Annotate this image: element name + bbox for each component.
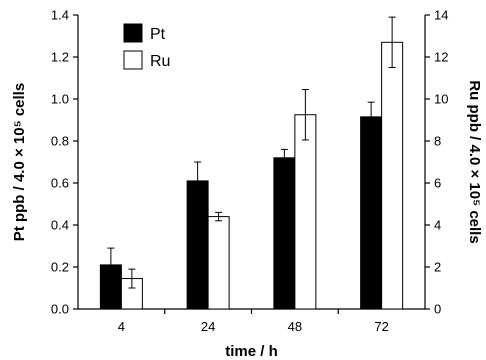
x-tick-label: 48 [288,319,302,334]
legend-label-ru: Ru [150,53,170,70]
left-tick-label: 0.0 [51,302,69,317]
right-axis-ticks: 0 2 4 6 8 10 12 14 [425,8,448,317]
bar-pt [360,116,383,310]
legend-swatch-pt [123,23,143,43]
left-tick-label: 0.6 [51,176,69,191]
bars-group [99,16,404,310]
x-tick-label: 4 [118,319,125,334]
left-tick-label: 1.0 [51,92,69,107]
left-tick-label: 0.8 [51,134,69,149]
right-tick-label: 6 [434,176,441,191]
x-axis-ticks: 4 24 48 72 [118,309,389,334]
right-tick-label: 10 [434,92,448,107]
legend-label-pt: Pt [150,26,166,43]
x-tick-label: 24 [201,319,215,334]
x-axis-title: time / h [225,343,278,360]
right-tick-label: 4 [434,218,441,233]
bar-ru [294,114,317,310]
right-tick-label: 14 [434,8,448,23]
left-tick-label: 0.2 [51,260,69,275]
left-axis-ticks: 0.0 0.2 0.4 0.6 0.8 1.0 1.2 1.4 [51,8,78,317]
left-tick-label: 1.4 [51,8,69,23]
right-tick-label: 8 [434,134,441,149]
left-tick-label: 0.4 [51,218,69,233]
x-tick-label: 72 [374,319,388,334]
left-axis-title: Pt ppb / 4.0 × 10⁵ cells [11,83,28,241]
bar-ru [381,41,404,310]
bar-ru [207,216,230,310]
legend: Pt Ru [123,23,170,70]
left-tick-label: 1.2 [51,50,69,65]
right-tick-label: 2 [434,260,441,275]
right-axis-title: Ru ppb / 4.0 × 10⁵ cells [466,80,483,243]
legend-swatch-ru [123,50,143,70]
bar-pt [273,157,296,310]
right-tick-label: 0 [434,302,441,317]
right-tick-label: 12 [434,50,448,65]
